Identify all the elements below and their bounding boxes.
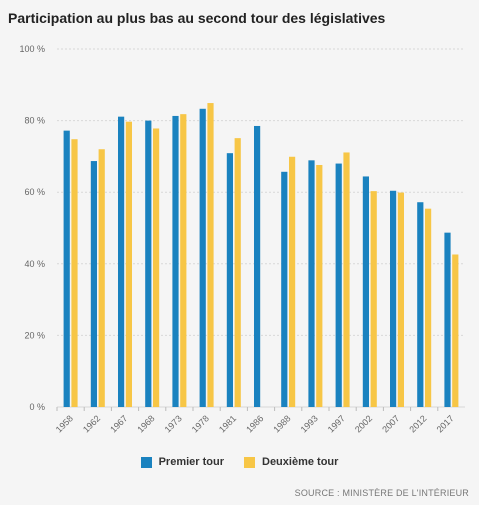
bar-premier-tour-1978 (199, 108, 206, 407)
legend-item-premier-tour: Premier tour (140, 456, 224, 468)
bar-premier-tour-1973 (172, 115, 179, 408)
x-tick-label-1997: 1997 (326, 413, 347, 434)
bar-premier-tour-1981 (226, 153, 233, 407)
x-tick-label-2002: 2002 (353, 413, 374, 434)
legend-label-premier-tour: Premier tour (158, 456, 224, 468)
bar-premier-tour-1958 (63, 130, 70, 407)
bar-deuxieme-tour-1978 (207, 103, 214, 408)
bar-deuxieme-tour-1962 (98, 149, 105, 408)
bar-deuxieme-tour-1993 (316, 164, 323, 407)
x-tick-label-2007: 2007 (380, 413, 401, 434)
x-tick-label-1962: 1962 (81, 413, 102, 434)
x-tick-label-1967: 1967 (108, 413, 129, 434)
x-tick-label-1973: 1973 (163, 413, 184, 434)
x-tick-label-1986: 1986 (244, 413, 265, 434)
legend: Premier tour Deuxième tour (0, 456, 479, 468)
bar-premier-tour-1962 (90, 161, 97, 407)
x-tick-label-1981: 1981 (217, 413, 238, 434)
bar-deuxieme-tour-1958 (71, 139, 78, 407)
chart-title: Participation au plus bas au second tour… (8, 10, 386, 26)
bar-premier-tour-1988 (281, 171, 288, 407)
x-tick-label-1968: 1968 (135, 413, 156, 434)
x-tick-label-2017: 2017 (435, 413, 456, 434)
bar-deuxieme-tour-2002 (370, 191, 377, 407)
bar-deuxieme-tour-1997 (343, 152, 350, 407)
legend-label-deuxieme-tour: Deuxième tour (262, 456, 339, 468)
bar-deuxieme-tour-2007 (397, 192, 404, 407)
bar-premier-tour-2002 (362, 176, 369, 407)
bar-premier-tour-2007 (390, 190, 397, 407)
y-tick-label: 40 % (24, 259, 45, 269)
x-tick-label-1993: 1993 (299, 413, 320, 434)
bar-deuxieme-tour-1967 (125, 121, 132, 407)
legend-swatch-deuxieme-tour (244, 456, 255, 468)
bar-premier-tour-1997 (335, 163, 342, 407)
y-tick-label: 100 % (19, 44, 45, 54)
y-tick-label: 20 % (24, 330, 45, 340)
source-note: SOURCE : MINISTÈRE DE L'INTÉRIEUR (294, 488, 469, 498)
bar-premier-tour-2017 (444, 232, 451, 407)
bar-premier-tour-1967 (118, 116, 125, 408)
bar-deuxieme-tour-1968 (153, 128, 160, 407)
bar-deuxieme-tour-1981 (234, 138, 241, 407)
y-tick-label: 80 % (24, 116, 45, 126)
bar-premier-tour-1968 (145, 120, 152, 407)
bar-deuxieme-tour-1973 (180, 114, 187, 407)
legend-swatch-premier-tour (140, 456, 152, 468)
x-tick-label-1988: 1988 (271, 413, 292, 434)
bar-premier-tour-1986 (254, 125, 261, 407)
legend-item-deuxieme-tour: Deuxième tour (244, 456, 338, 468)
bar-deuxieme-tour-2012 (425, 208, 432, 407)
bar-deuxieme-tour-1988 (289, 156, 296, 407)
x-tick-label-1958: 1958 (54, 413, 75, 434)
x-tick-label-2012: 2012 (407, 413, 428, 434)
bar-premier-tour-1993 (308, 160, 315, 407)
y-tick-label: 60 % (24, 187, 45, 197)
bar-deuxieme-tour-2017 (452, 254, 459, 407)
bar-premier-tour-2012 (417, 202, 424, 407)
y-tick-label: 0 % (29, 402, 45, 412)
x-tick-label-1978: 1978 (190, 413, 211, 434)
